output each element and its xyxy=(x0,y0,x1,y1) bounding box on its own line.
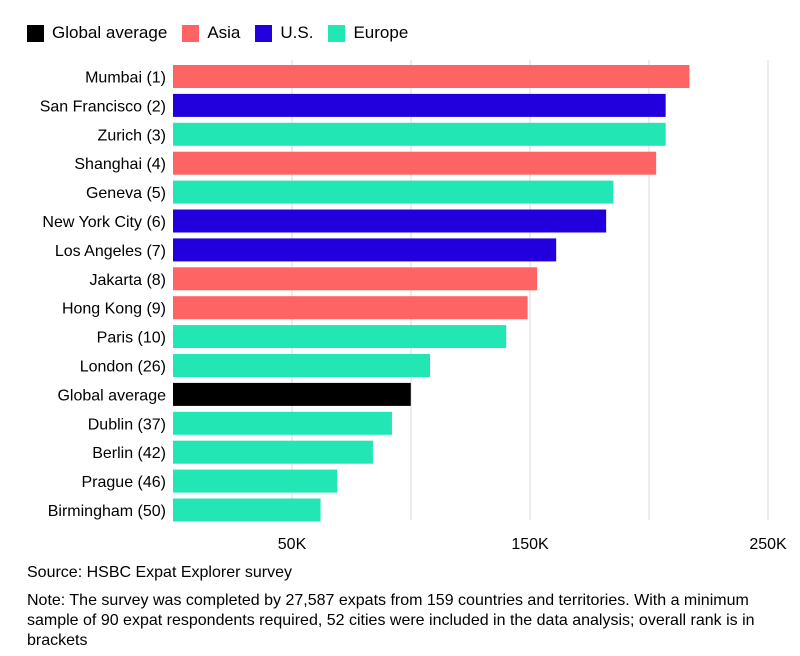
category-label: Birmingham (50) xyxy=(48,503,166,520)
bar xyxy=(173,180,614,204)
category-label: Dublin (37) xyxy=(88,416,166,433)
category-label: Hong Kong (9) xyxy=(62,301,166,318)
x-tick-label: 150K xyxy=(511,536,549,553)
x-tick-label: 250K xyxy=(749,536,787,553)
category-label: Global average xyxy=(57,387,166,404)
bar xyxy=(173,209,607,233)
category-label: Berlin (42) xyxy=(92,445,166,462)
legend-item-global-average: Global average xyxy=(27,22,167,44)
legend-item-europe: Europe xyxy=(328,22,408,44)
category-label: Shanghai (4) xyxy=(74,156,166,173)
note-text: Note: The survey was completed by 27,587… xyxy=(27,592,755,649)
bars xyxy=(173,65,690,522)
bar xyxy=(173,65,690,88)
category-label: Geneva (5) xyxy=(86,185,166,202)
x-tick-label: 50K xyxy=(278,536,307,553)
x-tick-labels: 50K 150K 250K xyxy=(278,536,787,553)
category-label: London (26) xyxy=(80,359,166,376)
legend-swatch xyxy=(182,24,200,42)
bar xyxy=(173,267,538,291)
bar xyxy=(173,238,557,262)
category-label: Zurich (3) xyxy=(98,127,166,144)
legend-swatch xyxy=(328,24,346,42)
source-text: Source: HSBC Expat Explorer survey xyxy=(27,564,292,581)
category-label: Jakarta (8) xyxy=(90,272,166,289)
bar xyxy=(173,498,321,522)
legend-label: Europe xyxy=(353,23,409,42)
bar xyxy=(173,93,666,117)
bar xyxy=(173,382,411,406)
legend-item-asia: Asia xyxy=(182,22,240,44)
legend: Global average Asia U.S. Europe xyxy=(27,22,423,44)
legend-item-us: U.S. xyxy=(255,22,313,44)
legend-label: Global average xyxy=(52,23,168,42)
category-label: Prague (46) xyxy=(82,474,167,491)
bar xyxy=(173,469,338,493)
bar xyxy=(173,411,392,435)
bar xyxy=(173,354,431,377)
category-label: Los Angeles (7) xyxy=(55,243,166,260)
category-labels: Mumbai (1) San Francisco (2) Zurich (3) Sha… xyxy=(40,70,166,521)
bar-chart: Mumbai (1) San Francisco (2) Zurich (3) Sha… xyxy=(40,60,787,553)
bar xyxy=(173,122,666,146)
legend-label: U.S. xyxy=(280,23,314,42)
bar xyxy=(173,296,528,320)
legend-swatch xyxy=(27,24,44,42)
legend-label: Asia xyxy=(207,23,241,42)
category-label: San Francisco (2) xyxy=(40,98,166,115)
category-label: Mumbai (1) xyxy=(85,70,166,87)
bar xyxy=(173,440,373,464)
bar xyxy=(173,151,657,175)
chart-notes: Source: HSBC Expat Explorer survey Note:… xyxy=(27,563,787,651)
legend-swatch xyxy=(255,24,273,42)
category-label: New York City (6) xyxy=(42,214,166,231)
bar xyxy=(173,325,507,349)
category-label: Paris (10) xyxy=(97,330,166,347)
